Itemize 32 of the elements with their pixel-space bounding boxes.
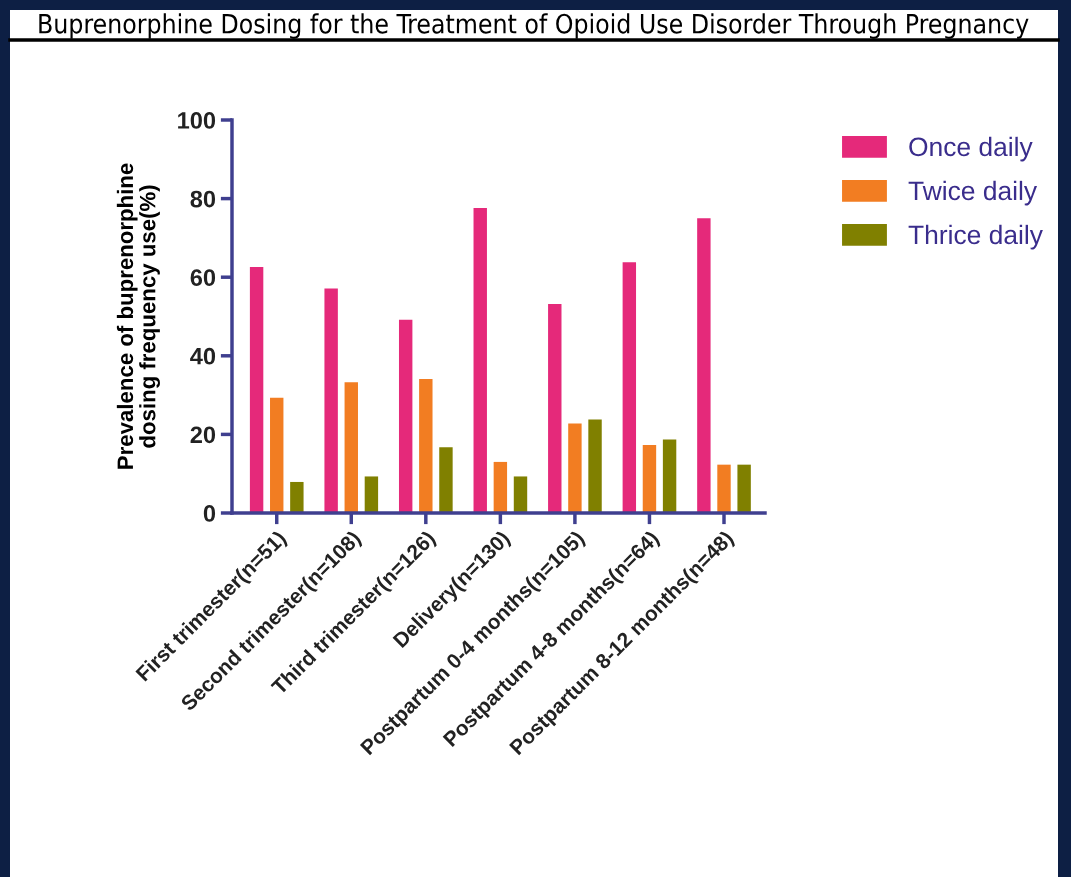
legend-label: Thrice daily: [908, 224, 1043, 250]
bar: [419, 378, 433, 513]
bar: [290, 481, 304, 513]
bar: [270, 397, 284, 513]
bar: [364, 476, 379, 513]
legend-label: Once daily: [909, 136, 1033, 162]
bar: [249, 266, 264, 513]
y-tick-label: 80: [190, 190, 216, 208]
bar: [439, 447, 453, 513]
bar: [568, 423, 582, 513]
y-tick-label: 100: [178, 112, 216, 129]
bar: [493, 461, 508, 513]
bar: [513, 476, 528, 513]
bar: [717, 464, 731, 513]
legend-label: Twice daily: [908, 180, 1038, 206]
bar: [642, 445, 657, 513]
bar: [548, 303, 562, 513]
bar: [398, 319, 413, 513]
bar: [324, 288, 338, 513]
bar: [662, 439, 677, 513]
bar: [697, 218, 711, 513]
y-tick-label: 60: [190, 269, 216, 286]
bar: [737, 464, 751, 513]
bar: [344, 382, 358, 513]
chart-title: Buprenorphine Dosing for the Treatment of Opioid Use Disorder Through Pregnancy: [39, 13, 1029, 39]
y-tick-label: 0: [203, 505, 216, 522]
y-tick-label: 20: [190, 426, 216, 444]
y-axis-title: Prevalence of buprenorphine dosing frequency use(%): [116, 163, 160, 469]
bar: [622, 262, 637, 513]
bar: [473, 208, 487, 513]
y-tick-label: 40: [190, 347, 216, 365]
bar: [588, 419, 602, 513]
